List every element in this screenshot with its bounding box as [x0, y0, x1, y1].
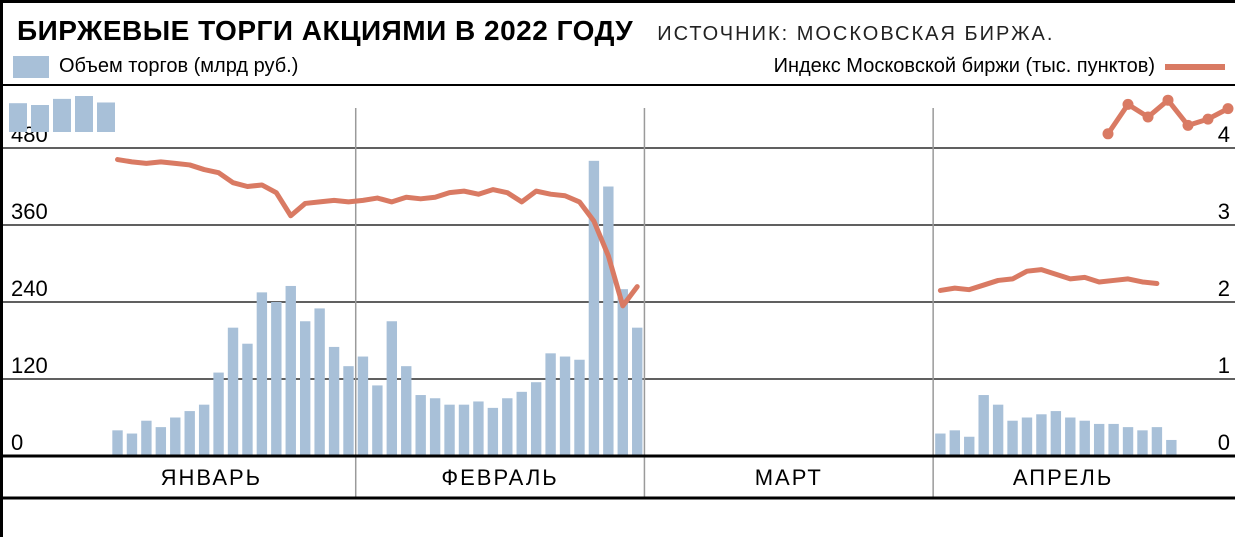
chart-area: 012024036048001234ЯНВАРЬФЕВРАЛЬМАРТАПРЕЛ…: [3, 86, 1235, 506]
y-right-tick-label: 3: [1218, 199, 1230, 224]
volume-bar: [531, 382, 541, 456]
volume-bar: [1036, 414, 1046, 456]
legend-index-label: Индекс Московской биржи (тыс. пунктов): [774, 55, 1155, 78]
volume-bar: [343, 366, 353, 456]
volume-bar: [517, 392, 527, 456]
volume-bar: [1007, 421, 1017, 456]
y-right-tick-label: 4: [1218, 122, 1230, 147]
volume-bar: [358, 357, 368, 456]
legend-line-swatch: [1165, 64, 1225, 70]
volume-bar: [978, 395, 988, 456]
volume-bar: [1080, 421, 1090, 456]
volume-bar: [993, 405, 1003, 456]
legend-index: Индекс Московской биржи (тыс. пунктов): [774, 55, 1225, 78]
y-left-tick-label: 240: [11, 276, 48, 301]
preview-line-dot: [1203, 114, 1214, 125]
volume-bar: [415, 395, 425, 456]
volume-bar: [387, 321, 397, 456]
legend-volume-label: Объем торгов (млрд руб.): [59, 55, 298, 78]
preview-line-dot: [1143, 112, 1154, 123]
x-month-label: АПРЕЛЬ: [1013, 465, 1113, 490]
volume-bar: [127, 434, 137, 456]
volume-bar: [156, 427, 166, 456]
combo-chart-svg: 012024036048001234ЯНВАРЬФЕВРАЛЬМАРТАПРЕЛ…: [3, 86, 1235, 506]
x-month-label: ЯНВАРЬ: [161, 465, 263, 490]
legend-bar-swatch: [13, 56, 49, 78]
legend-volume: Объем торгов (млрд руб.): [13, 55, 298, 78]
volume-bar: [213, 373, 223, 456]
volume-bar: [574, 360, 584, 456]
index-line: [118, 160, 638, 306]
volume-bar: [459, 405, 469, 456]
volume-bar: [632, 328, 642, 456]
volume-bar: [1152, 427, 1162, 456]
y-right-tick-label: 1: [1218, 353, 1230, 378]
preview-bar: [9, 103, 27, 132]
volume-bar: [286, 286, 296, 456]
volume-bar: [199, 405, 209, 456]
volume-bar: [257, 292, 267, 456]
volume-bar: [589, 161, 599, 456]
volume-bar: [964, 437, 974, 456]
y-right-tick-label: 0: [1218, 430, 1230, 455]
x-month-label: МАРТ: [755, 465, 823, 490]
volume-bar: [1166, 440, 1176, 456]
chart-source: ИСТОЧНИК: МОСКОВСКАЯ БИРЖА.: [657, 23, 1054, 46]
volume-bar: [242, 344, 252, 456]
volume-bar: [271, 302, 281, 456]
volume-bar: [112, 430, 122, 456]
volume-bar: [430, 398, 440, 456]
volume-bar: [1094, 424, 1104, 456]
volume-bar: [170, 418, 180, 457]
volume-bar: [228, 328, 238, 456]
preview-bar: [31, 105, 49, 132]
volume-bar: [618, 289, 628, 456]
volume-bar: [488, 408, 498, 456]
y-left-tick-label: 0: [11, 430, 23, 455]
volume-bar: [329, 347, 339, 456]
volume-bar: [545, 353, 555, 456]
chart-frame: БИРЖЕВЫЕ ТОРГИ АКЦИЯМИ В 2022 ГОДУ ИСТОЧ…: [0, 0, 1235, 537]
volume-bar: [473, 401, 483, 456]
preview-bar: [97, 102, 115, 132]
volume-bar: [1065, 418, 1075, 457]
volume-bar: [935, 434, 945, 456]
volume-bar: [141, 421, 151, 456]
preview-bar: [75, 96, 93, 132]
preview-line-dot: [1223, 103, 1234, 114]
volume-bar: [372, 385, 382, 456]
volume-bar: [185, 411, 195, 456]
volume-bar: [401, 366, 411, 456]
volume-bar: [300, 321, 310, 456]
chart-title: БИРЖЕВЫЕ ТОРГИ АКЦИЯМИ В 2022 ГОДУ: [17, 15, 633, 47]
x-month-label: ФЕВРАЛЬ: [441, 465, 558, 490]
preview-line-dot: [1103, 128, 1114, 139]
volume-bar: [1022, 418, 1032, 457]
volume-bar: [314, 308, 324, 456]
preview-line-dot: [1123, 99, 1134, 110]
y-right-tick-label: 2: [1218, 276, 1230, 301]
legend-row: Объем торгов (млрд руб.) Индекс Московск…: [3, 55, 1235, 86]
volume-bar: [502, 398, 512, 456]
volume-bar: [1051, 411, 1061, 456]
preview-line-dot: [1163, 95, 1174, 106]
index-line: [940, 270, 1157, 291]
volume-bar: [1137, 430, 1147, 456]
volume-bar: [1123, 427, 1133, 456]
volume-bar: [603, 187, 613, 457]
preview-bar: [53, 99, 71, 132]
volume-bar: [950, 430, 960, 456]
preview-line-dot: [1183, 120, 1194, 131]
y-left-tick-label: 120: [11, 353, 48, 378]
volume-bar: [560, 357, 570, 456]
y-left-tick-label: 360: [11, 199, 48, 224]
volume-bar: [1108, 424, 1118, 456]
header-row: БИРЖЕВЫЕ ТОРГИ АКЦИЯМИ В 2022 ГОДУ ИСТОЧ…: [3, 13, 1235, 55]
volume-bar: [444, 405, 454, 456]
